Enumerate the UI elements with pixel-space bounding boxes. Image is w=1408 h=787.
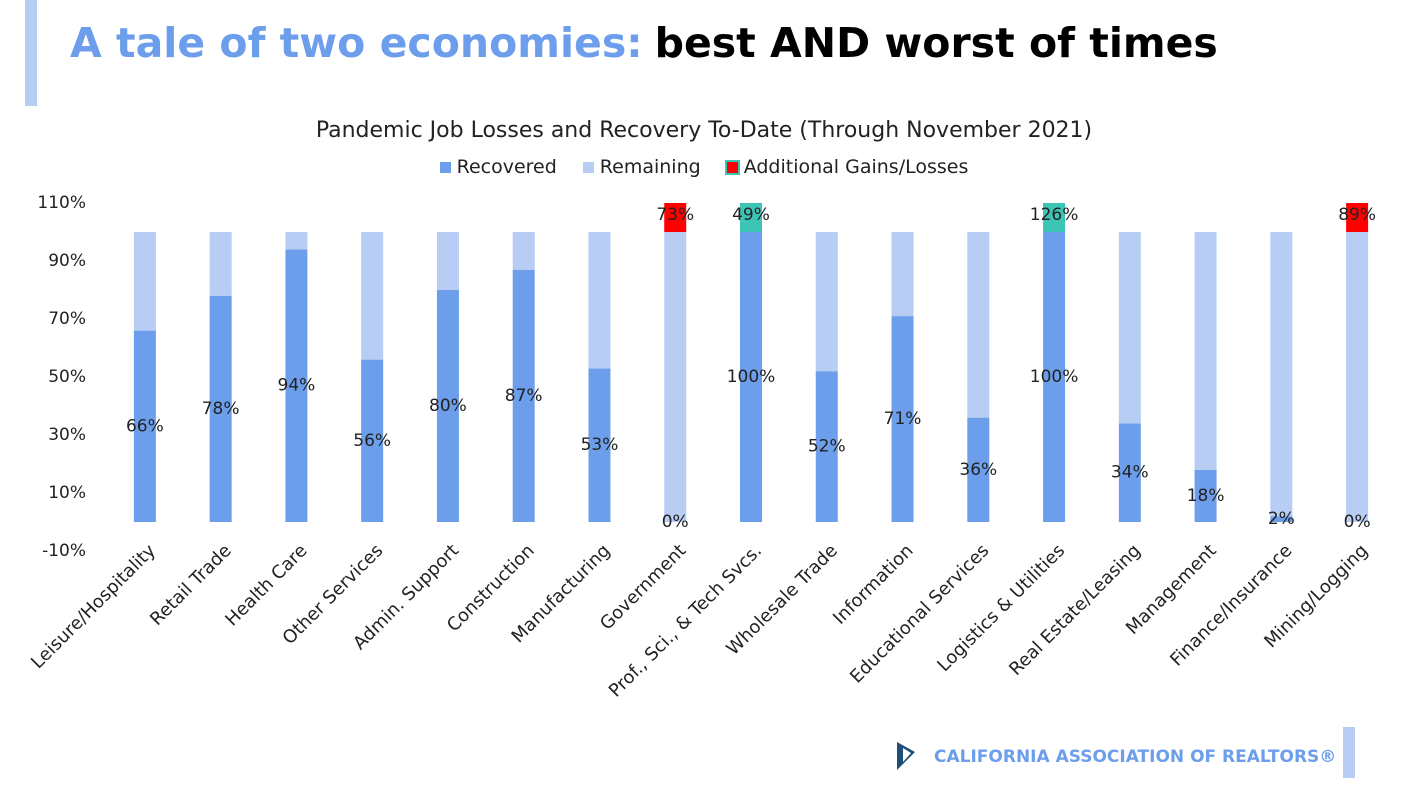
legend-swatch — [724, 159, 740, 175]
y-tick-label: 90% — [48, 251, 86, 271]
bar-segment — [436, 290, 459, 522]
data-label: 2% — [1268, 509, 1295, 529]
y-tick-label: -10% — [42, 541, 86, 561]
bar-segment — [285, 232, 308, 250]
chart-title: Pandemic Job Losses and Recovery To-Date… — [316, 118, 1092, 143]
bar-segment — [664, 232, 687, 522]
data-label: 87% — [505, 386, 543, 406]
data-label: 78% — [202, 399, 240, 419]
bar-segment — [740, 232, 762, 522]
bar-segment — [815, 232, 838, 372]
bar-segment — [1194, 469, 1217, 522]
bar-segment — [512, 232, 535, 270]
bar-segment — [1043, 232, 1066, 522]
legend-item: Remaining — [582, 156, 701, 178]
data-label: 18% — [1187, 486, 1225, 506]
data-label: 56% — [353, 431, 391, 451]
bar-segment — [815, 371, 838, 522]
bar-segment — [1346, 203, 1369, 233]
bar-segment — [891, 232, 914, 317]
slide-title: A tale of two economies: best AND worst o… — [70, 19, 1218, 67]
bar-segment — [512, 269, 535, 522]
legend-label: Additional Gains/Losses — [743, 156, 969, 178]
bar-segment — [1043, 203, 1066, 232]
x-tick-label: Prof., Sci., & Tech Svcs. — [605, 540, 766, 701]
x-tick-label: Real Estate/Leasing — [1005, 540, 1145, 680]
y-tick-label: 30% — [48, 425, 86, 445]
bar-segment — [209, 295, 232, 522]
y-tick-label: 70% — [48, 309, 86, 329]
x-tick-label: Logistics & Utilities — [933, 540, 1069, 676]
y-tick-label: 10% — [48, 483, 86, 503]
legend-swatch — [582, 161, 594, 173]
bar-segment — [891, 316, 914, 522]
bar-segment — [740, 203, 762, 233]
data-label: 34% — [1111, 463, 1149, 483]
data-label: 94% — [278, 376, 316, 396]
title-rest: best AND worst of times — [655, 19, 1218, 67]
x-tick-label: Educational Services — [846, 540, 993, 687]
data-label: 100% — [1030, 367, 1079, 387]
legend-swatch — [439, 161, 451, 173]
data-label: 36% — [959, 460, 997, 480]
data-label: 73% — [656, 205, 694, 225]
bar-segment — [664, 203, 687, 232]
data-label: 0% — [662, 512, 689, 532]
data-label: 66% — [126, 416, 164, 436]
legend-item: Recovered — [439, 156, 557, 178]
bar-segment — [209, 232, 232, 296]
bar-segment — [361, 232, 384, 360]
data-label: 80% — [429, 396, 467, 416]
y-tick-label: 50% — [48, 367, 86, 387]
bar-segment — [1270, 232, 1293, 517]
legend: Recovered Remaining Additional Gains/Losse… — [0, 156, 1408, 178]
bar-segment — [1270, 516, 1293, 522]
bar-segment — [1346, 232, 1369, 522]
bar-segment — [436, 232, 459, 290]
plot-area — [133, 203, 1369, 522]
bar-segment — [1118, 423, 1141, 522]
data-label: 0% — [1344, 512, 1371, 532]
bar-segment — [361, 359, 384, 522]
bar-segment — [1118, 232, 1141, 424]
legend-item: Additional Gains/Losses — [724, 156, 969, 178]
bar-segment — [133, 330, 156, 522]
accent-bar — [1343, 727, 1355, 778]
bar-segment — [285, 249, 308, 522]
legend-label: Remaining — [599, 156, 701, 178]
bar-segment — [967, 417, 990, 522]
bar-segment — [588, 232, 611, 369]
data-label: 89% — [1338, 205, 1376, 225]
bar-segment — [133, 232, 156, 331]
bar-segment — [1194, 232, 1217, 470]
y-tick-label: 110% — [37, 193, 86, 213]
logo — [897, 742, 915, 770]
data-label: 49% — [732, 205, 770, 225]
data-label: 100% — [727, 367, 776, 387]
accent-bar — [25, 0, 37, 106]
data-label: 126% — [1030, 205, 1079, 225]
data-label: 52% — [808, 437, 846, 457]
legend-label: Recovered — [456, 156, 557, 178]
bar-segment — [588, 368, 611, 522]
data-label: 71% — [884, 409, 922, 429]
footer-org: CALIFORNIA ASSOCIATION OF REALTORS® — [934, 747, 1336, 767]
data-label: 53% — [581, 435, 619, 455]
bar-segment — [967, 232, 990, 418]
title-lead: A tale of two economies: — [70, 19, 643, 67]
